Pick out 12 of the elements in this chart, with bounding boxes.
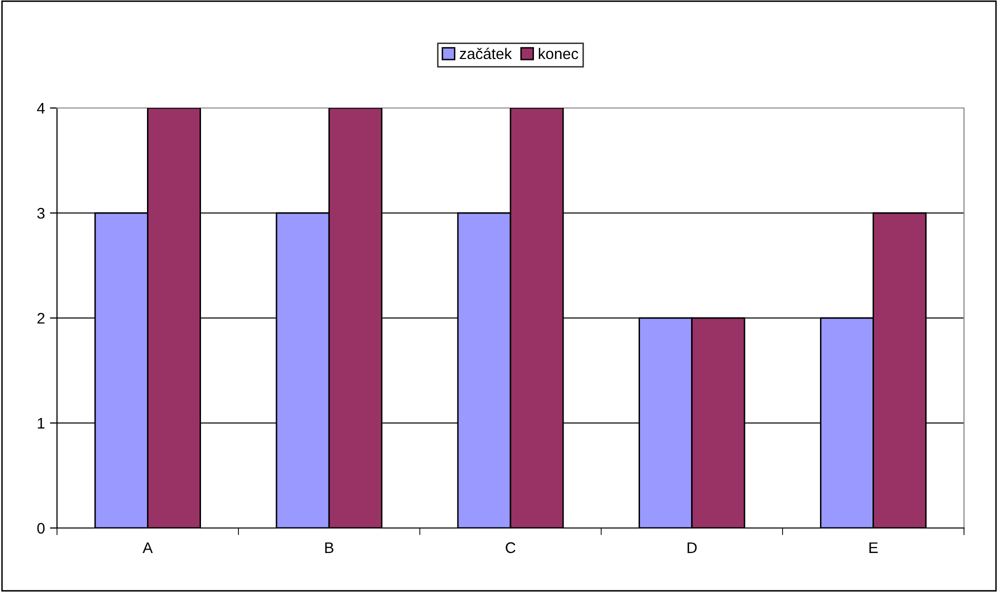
x-tick-label: C	[506, 542, 516, 554]
x-tick-label: D	[688, 542, 697, 553]
y-tick-label: 0	[37, 522, 45, 534]
y-tick-label: 2	[37, 312, 44, 324]
y-tick-label: 4	[37, 103, 45, 114]
legend-label: začátek	[460, 48, 512, 60]
y-tick-label: 1	[38, 418, 44, 429]
x-tick-label: E	[869, 542, 878, 553]
x-tick-label: B	[325, 542, 334, 553]
y-tick-label: 3	[37, 208, 45, 219]
x-tick-label: A	[142, 542, 153, 553]
legend-label: konec	[538, 48, 578, 60]
